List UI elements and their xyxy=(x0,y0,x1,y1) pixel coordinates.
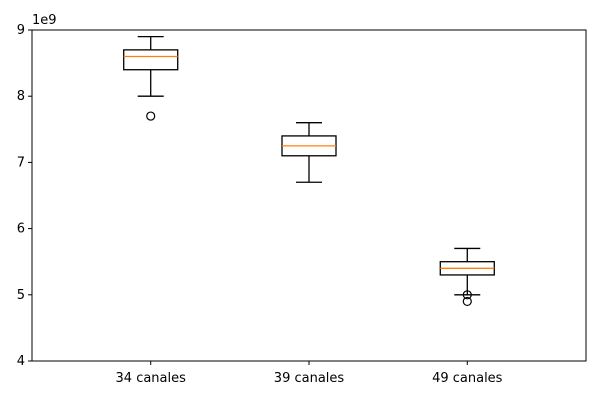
plot-frame xyxy=(31,29,587,362)
outlier-point xyxy=(146,111,156,121)
y-tick-label: 6 xyxy=(17,222,25,237)
x-tick-label: 49 canales xyxy=(432,371,503,386)
y-tick-label: 7 xyxy=(17,155,25,170)
y-axis: 4 5 6 7 8 9 xyxy=(17,23,32,369)
outlier-point xyxy=(462,290,472,300)
x-tick-label: 39 canales xyxy=(274,371,345,386)
boxes xyxy=(123,35,495,307)
box-2 xyxy=(281,122,337,183)
y-offset-label: 1e9 xyxy=(32,13,57,28)
outlier-point xyxy=(462,296,472,307)
y-tick-label: 9 xyxy=(17,23,25,38)
plot-area xyxy=(32,30,586,361)
y-tick-label: 5 xyxy=(17,288,25,303)
box-body xyxy=(123,49,179,71)
box-1 xyxy=(123,35,179,121)
y-tick-label: 8 xyxy=(17,89,25,104)
box-3 xyxy=(439,247,495,307)
x-tick-label: 34 canales xyxy=(116,371,187,386)
x-axis: 34 canales 39 canales 49 canales xyxy=(116,361,503,386)
y-tick-label: 4 xyxy=(17,354,25,369)
